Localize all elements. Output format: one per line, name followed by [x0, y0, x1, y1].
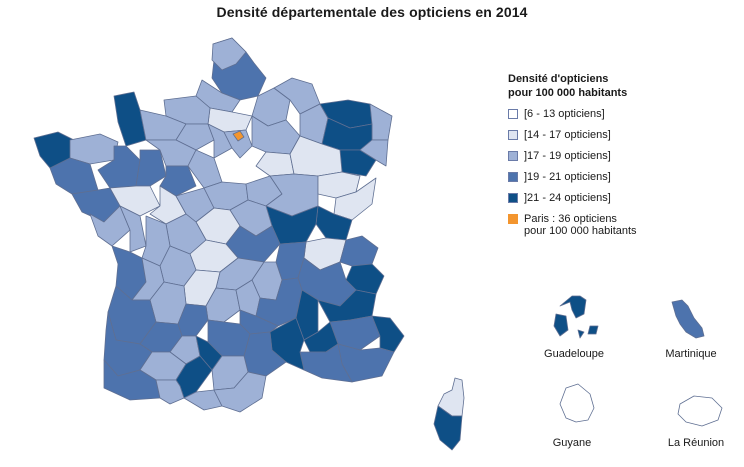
dept-bouches-rhone: [299, 343, 353, 383]
legend-title-line2: pour 100 000 habitants: [508, 87, 628, 99]
guyane-shape: [559, 383, 595, 423]
legend-item: ]21 - 24 opticiens]: [508, 192, 728, 213]
dept-bas-rhin: [369, 103, 393, 141]
legend-title: Densité d'opticiens pour 100 000 habitan…: [508, 72, 728, 100]
label-martinique: Martinique: [665, 348, 717, 360]
legend-swatch-17-19: [508, 151, 518, 161]
dept-eure: [175, 123, 215, 151]
dept-haute-savoie: [339, 235, 379, 267]
dept-pas-de-calais: [211, 37, 247, 71]
dept-paris: [232, 130, 245, 142]
legend-label-paris: Paris : 36 opticiens pour 100 000 habita…: [524, 213, 637, 237]
legend-title-line1: Densité d'opticiens: [508, 73, 609, 85]
dept-manche: [113, 91, 147, 147]
legend-item: [6 - 13 opticiens]: [508, 108, 728, 129]
dept-cotes-armor: [69, 133, 119, 165]
legend-label: ]17 - 19 opticiens]: [524, 150, 611, 162]
legend-label: ]21 - 24 opticiens]: [524, 192, 611, 204]
martinique-shape: [671, 299, 705, 339]
map-title: Densité départementale des opticiens en …: [216, 4, 528, 20]
legend-swatch-paris: [508, 214, 518, 224]
legend-label: [14 - 17 opticiens]: [524, 129, 611, 141]
legend-swatch-6-13: [508, 109, 518, 119]
reunion-shape: [677, 395, 723, 427]
dept-deux-sevres: [119, 205, 147, 253]
label-la-reunion: La Réunion: [667, 437, 725, 449]
legend-label: ]19 - 21 opticiens]: [524, 171, 611, 183]
dept-haut-rhin: [359, 139, 389, 167]
guadeloupe-shape: [553, 295, 599, 339]
legend-swatch-21-24: [508, 193, 518, 203]
dept-pyrenees-orientales: [213, 371, 267, 413]
legend-swatch-19-21: [508, 172, 518, 182]
dept-mayenne: [135, 149, 167, 187]
dept-paris-area: [223, 129, 253, 159]
legend-swatch-14-17: [508, 130, 518, 140]
dept-aube: [255, 151, 295, 177]
legend-item: [14 - 17 opticiens]: [508, 129, 728, 150]
dept-corse-du-sud: [433, 405, 463, 451]
legend: Densité d'opticiens pour 100 000 habitan…: [508, 72, 728, 243]
label-guadeloupe: Guadeloupe: [544, 348, 604, 360]
dept-ile-de-france-west: [207, 123, 233, 159]
legend-label: [6 - 13 opticiens]: [524, 108, 605, 120]
legend-item-paris: Paris : 36 opticiens pour 100 000 habita…: [508, 213, 728, 243]
legend-item: ]17 - 19 opticiens]: [508, 150, 728, 171]
label-guyane: Guyane: [552, 437, 592, 449]
legend-item: ]19 - 21 opticiens]: [508, 171, 728, 192]
